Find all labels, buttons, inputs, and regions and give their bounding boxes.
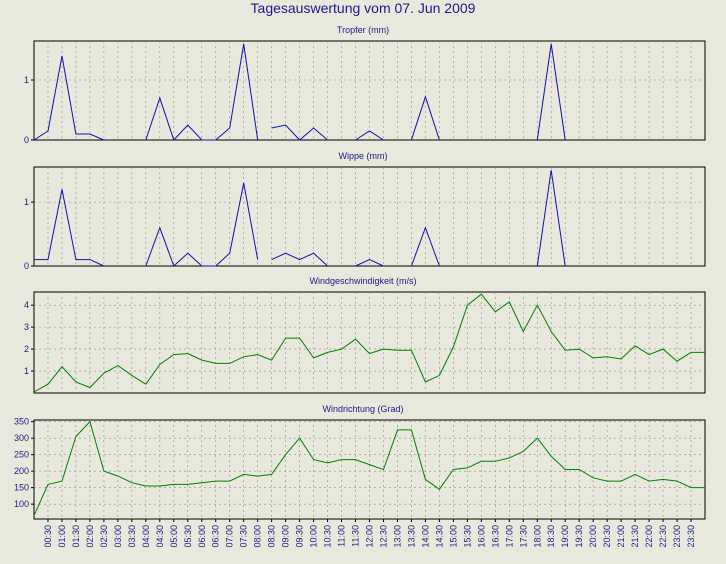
series-line <box>536 43 566 141</box>
series-line <box>355 259 384 267</box>
x-tick-label: 19:30 <box>574 525 584 548</box>
x-tick-label: 20:30 <box>602 525 612 548</box>
y-tick-label: 1 <box>24 197 29 207</box>
series-line <box>271 252 328 267</box>
y-tick-label: 1 <box>24 75 29 85</box>
series-line <box>33 420 705 516</box>
page-title: Tagesauswertung vom 07. Jun 2009 <box>251 0 476 16</box>
x-tick-label: 07:30 <box>239 525 249 548</box>
x-tick-label: 21:30 <box>630 525 640 548</box>
x-tick-label: 12:30 <box>378 525 388 548</box>
x-tick-label: 11:00 <box>337 525 347 547</box>
x-tick-label: 16:00 <box>476 525 486 548</box>
y-tick-label: 300 <box>14 433 29 443</box>
x-tick-label: 17:30 <box>518 525 528 548</box>
series-line <box>410 95 440 141</box>
x-tick-label: 02:00 <box>85 525 95 548</box>
x-tick-label: 05:30 <box>183 525 193 548</box>
y-tick-label: 100 <box>14 499 29 509</box>
x-tick-label: 22:30 <box>658 525 668 548</box>
y-tick-label: 150 <box>14 483 29 493</box>
x-tick-label: 13:00 <box>392 525 402 548</box>
x-tick-label: 08:30 <box>267 525 277 548</box>
series-line <box>536 170 566 267</box>
x-tick-label: 16:30 <box>490 525 500 548</box>
series-line <box>33 293 705 393</box>
y-tick-label: 1 <box>24 366 29 376</box>
x-tick-label: 19:00 <box>560 525 570 548</box>
x-tick-label: 04:30 <box>155 525 165 548</box>
series-line <box>145 182 259 267</box>
x-tick-label: 17:00 <box>504 525 514 548</box>
y-tick-label: 350 <box>14 417 29 427</box>
y-tick-label: 4 <box>24 300 29 310</box>
panel-title: Tropfer (mm) <box>337 25 389 35</box>
x-tick-label: 04:00 <box>141 525 151 548</box>
x-tick-label: 11:30 <box>351 525 361 547</box>
x-tick-label: 21:00 <box>616 525 626 548</box>
x-tick-label: 20:00 <box>588 525 598 548</box>
x-tick-label: 18:00 <box>532 525 542 548</box>
x-tick-label: 10:00 <box>309 525 319 548</box>
x-tick-label: 14:30 <box>434 525 444 548</box>
x-tick-label: 01:30 <box>71 525 81 548</box>
x-tick-label: 13:30 <box>406 525 416 548</box>
x-tick-label: 23:00 <box>672 525 682 548</box>
y-tick-label: 0 <box>24 135 29 145</box>
x-tick-label: 09:00 <box>281 525 291 548</box>
x-tick-label: 18:30 <box>546 525 556 548</box>
x-tick-label: 22:00 <box>644 525 654 548</box>
plot-frame <box>33 40 706 141</box>
panel-title: Windgeschwindigkeit (m/s) <box>309 276 416 286</box>
y-tick-label: 250 <box>14 450 29 460</box>
x-tick-label: 01:00 <box>57 525 67 548</box>
y-tick-label: 2 <box>24 344 29 354</box>
x-tick-label: 10:30 <box>323 525 333 548</box>
x-tick-label: 03:00 <box>113 525 123 548</box>
x-tick-label: 12:00 <box>365 525 375 548</box>
x-tick-label: 08:00 <box>253 525 263 548</box>
series-line <box>33 55 105 141</box>
panel-title: Wippe (mm) <box>339 151 388 161</box>
x-tick-label: 07:00 <box>225 525 235 548</box>
x-tick-label: 09:30 <box>295 525 305 548</box>
x-tick-label: 06:00 <box>197 525 207 548</box>
x-tick-label: 06:30 <box>211 525 221 548</box>
y-tick-label: 3 <box>24 322 29 332</box>
x-tick-label: 03:30 <box>127 525 137 548</box>
x-tick-label: 00:30 <box>43 525 53 548</box>
plot-frame <box>33 166 706 267</box>
series-line <box>410 226 440 267</box>
y-tick-label: 0 <box>24 261 29 271</box>
series-line <box>145 43 259 141</box>
y-tick-label: 200 <box>14 466 29 476</box>
x-tick-label: 05:00 <box>169 525 179 548</box>
x-tick-label: 02:30 <box>99 525 109 548</box>
x-tick-label: 14:00 <box>420 525 430 548</box>
x-tick-label: 23:30 <box>686 525 696 548</box>
panel-title: Windrichtung (Grad) <box>322 404 403 414</box>
x-tick-label: 15:00 <box>448 525 458 548</box>
series-line <box>34 189 105 267</box>
x-tick-label: 15:30 <box>462 525 472 548</box>
